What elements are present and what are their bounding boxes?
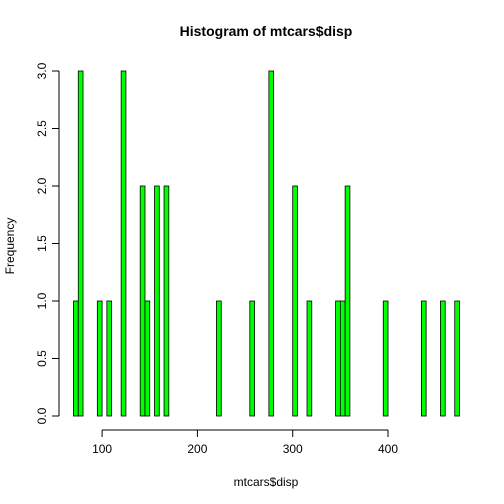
- histogram-bar: [335, 300, 341, 417]
- y-tick-label: 2.0: [35, 177, 49, 194]
- x-tick-label: 100: [92, 442, 112, 456]
- histogram-bar: [139, 185, 146, 417]
- histogram-bar: [106, 300, 113, 417]
- histogram-bar: [268, 70, 275, 417]
- histogram-bar: [144, 300, 151, 417]
- chart-title: Histogram of mtcars$disp: [180, 23, 353, 39]
- bars: [73, 70, 460, 417]
- x-axis-label: mtcars$disp: [234, 475, 299, 489]
- y-tick-label: 1.5: [35, 235, 49, 252]
- histogram-bar: [249, 300, 255, 417]
- histogram-bar: [339, 300, 346, 417]
- x-tick-label: 400: [378, 442, 398, 456]
- histogram-bar: [154, 185, 160, 417]
- y-tick-label: 1.0: [35, 292, 49, 309]
- histogram-bar: [163, 185, 170, 417]
- y-axis: 0.0 0.5 1.0 1.5 2.0 2.5 3.0: [35, 62, 60, 424]
- histogram-bar: [454, 300, 460, 417]
- y-axis-label: Frequency: [3, 218, 17, 275]
- histogram-bar: [382, 300, 389, 417]
- histogram-bar: [292, 185, 298, 417]
- histogram-bar: [216, 300, 222, 417]
- y-tick-label: 2.5: [35, 120, 49, 137]
- histogram-bar: [306, 300, 313, 417]
- x-tick-label: 300: [283, 442, 303, 456]
- histogram-bar: [120, 70, 127, 417]
- x-axis: 100 200 300 400: [92, 429, 398, 456]
- histogram-bar: [344, 185, 351, 417]
- histogram-bar: [73, 300, 79, 417]
- y-tick-label: 0.0: [35, 407, 49, 424]
- histogram-bar: [440, 300, 446, 417]
- histogram-bar: [420, 300, 427, 417]
- histogram-bar: [77, 70, 84, 417]
- y-tick-label: 0.5: [35, 350, 49, 367]
- histogram-bar: [96, 300, 103, 417]
- y-tick-label: 3.0: [35, 62, 49, 79]
- x-tick-label: 200: [187, 442, 207, 456]
